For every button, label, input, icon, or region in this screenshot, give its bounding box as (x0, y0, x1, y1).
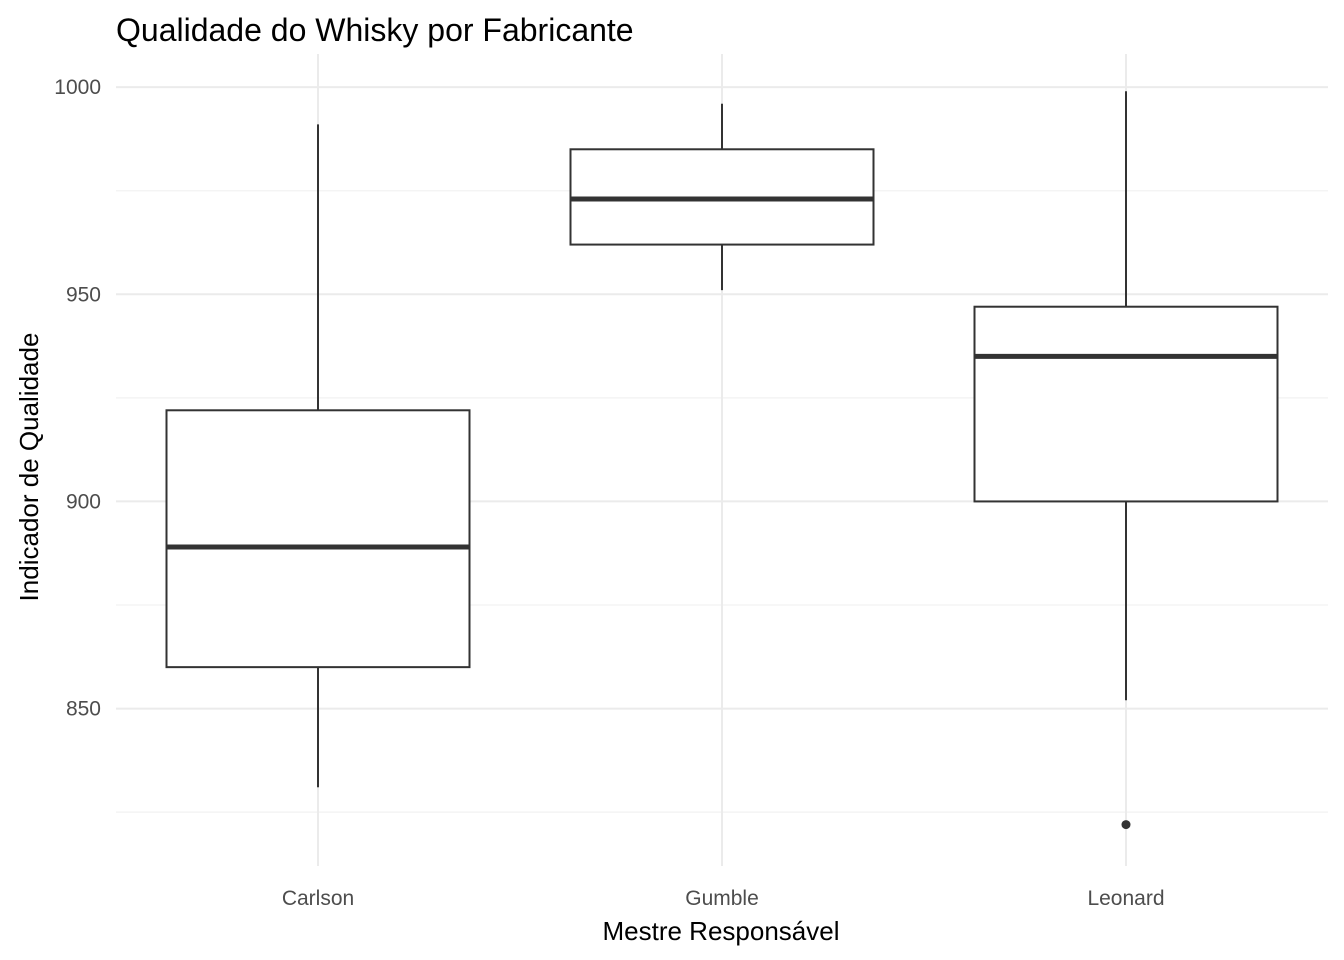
box-group (569, 103, 875, 291)
y-tick-label: 1000 (54, 76, 101, 99)
box-iqr (973, 305, 1279, 503)
y-tick-labels: 850 900 950 1000 (54, 76, 101, 720)
y-tick-label: 950 (66, 283, 101, 306)
outlier-point (1121, 820, 1131, 830)
boxes (165, 91, 1279, 830)
y-axis-title: Indicador de Qualidade (14, 333, 44, 602)
x-tick-label: Gumble (685, 887, 759, 910)
x-tick-label: Leonard (1087, 887, 1164, 910)
box-iqr (165, 409, 471, 669)
box-group (973, 91, 1279, 830)
x-tick-labels: Carlson Gumble Leonard (282, 887, 1165, 910)
x-tick-label: Carlson (282, 887, 354, 910)
x-axis-title: Mestre Responsável (603, 916, 840, 946)
chart-title: Qualidade do Whisky por Fabricante (116, 12, 634, 48)
y-tick-label: 900 (66, 490, 101, 513)
box-group (165, 124, 471, 788)
y-tick-label: 850 (66, 698, 101, 721)
